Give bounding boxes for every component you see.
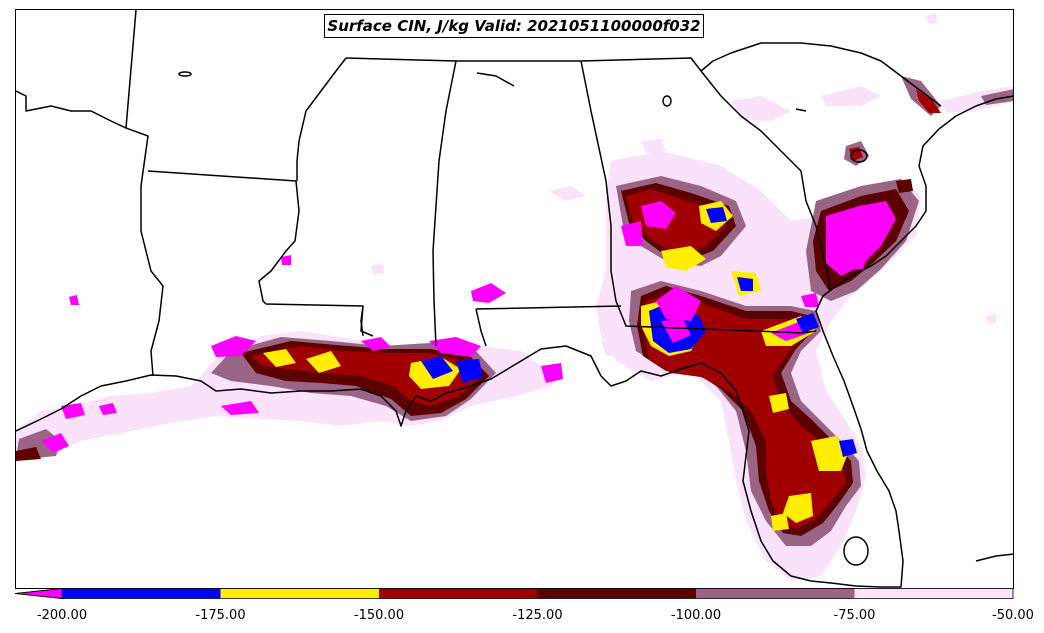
cin-field-florida-georgia [596, 76, 941, 581]
tick-label: -50.00 [992, 608, 1034, 623]
colorbar-bin [379, 588, 538, 599]
tick-label: -200.00 [36, 608, 88, 623]
map-panel [15, 9, 1014, 589]
colorbar [15, 588, 1014, 599]
colorbar-bin [220, 588, 379, 599]
tick-label: -175.00 [195, 608, 246, 623]
colorbar-extend-triangle [15, 588, 63, 599]
colorbar-bin [537, 588, 696, 599]
tick-label: -75.00 [833, 608, 876, 623]
colorbar-bins [15, 588, 1014, 599]
cin-field-scattered [371, 13, 1013, 356]
cin-map [16, 10, 1013, 588]
colorbar-bin [62, 588, 221, 599]
colorbar-outline [15, 588, 1014, 599]
coastline-and-state-borders [16, 10, 1013, 588]
colorbar-bin [854, 588, 1013, 599]
tick-label: -100.00 [670, 608, 722, 623]
tick-label: -150.00 [353, 608, 405, 623]
tick-label: -125.00 [512, 608, 563, 623]
cin-field-west-gulf [16, 255, 563, 461]
colorbar-bin [696, 588, 855, 599]
map-title: Surface CIN, J/kg Valid: 2021051100000f0… [324, 14, 704, 38]
